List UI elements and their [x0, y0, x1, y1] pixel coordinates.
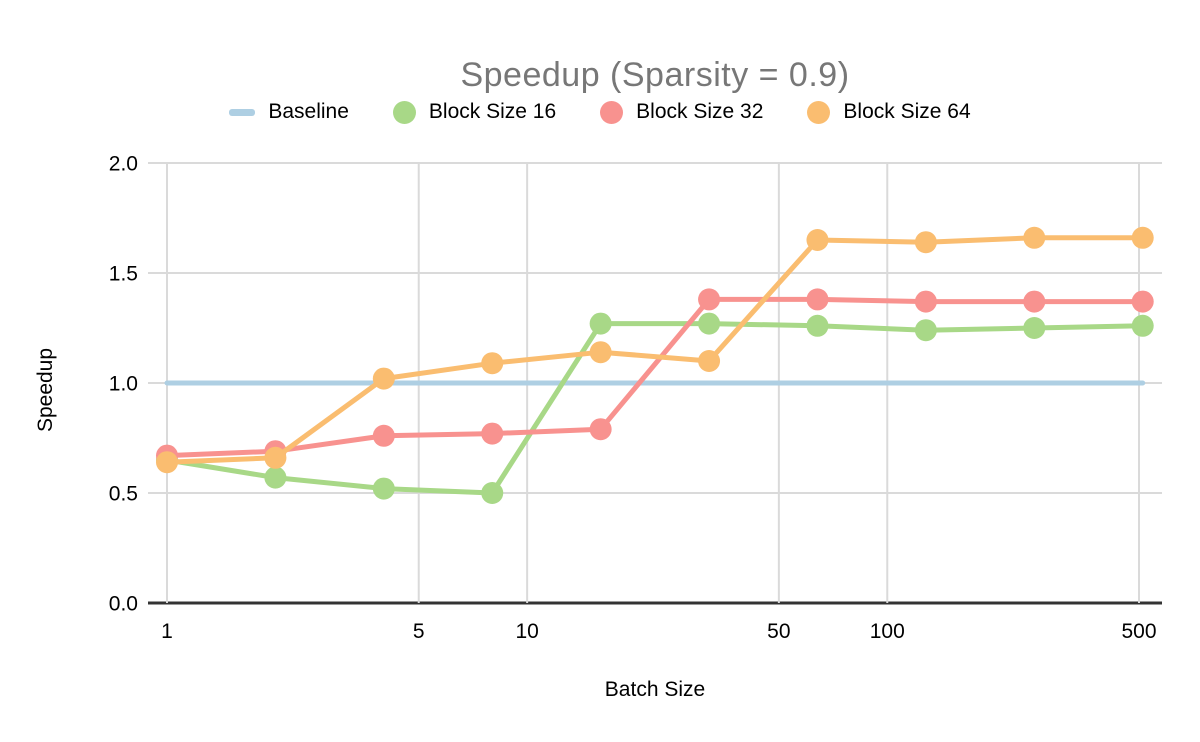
series-block-size-32	[156, 288, 1154, 467]
data-point-block-size-64	[806, 229, 829, 251]
data-point-block-size-16	[914, 319, 937, 342]
data-point-block-size-16	[264, 466, 287, 489]
series-block-size-16	[156, 312, 1154, 504]
block-size-16-dot-swatch	[392, 100, 416, 124]
x-tick-label: 100	[870, 620, 905, 643]
data-point-block-size-64	[914, 231, 937, 254]
legend-item-baseline: Baseline	[229, 100, 349, 124]
data-point-block-size-32	[698, 288, 721, 311]
legend-item-block-size-64: Block Size 64	[807, 100, 971, 124]
y-tick-label: 0.0	[109, 593, 138, 616]
x-tick-label: 5	[413, 620, 425, 643]
data-point-block-size-64	[481, 352, 504, 375]
block-size-32-dot-swatch	[600, 100, 624, 124]
block-size-64-dot-swatch	[807, 100, 831, 124]
x-gridlines-and-labels: 1 5 10 50 100 500	[161, 163, 1157, 643]
x-axis-title: Batch Size	[604, 678, 706, 701]
data-point-block-size-32	[481, 422, 504, 445]
data-point-block-size-16	[589, 312, 612, 335]
y-tick-label: 2.0	[109, 153, 138, 176]
data-point-block-size-64	[589, 341, 612, 364]
legend-label: Block Size 32	[636, 100, 764, 123]
data-point-block-size-16	[1131, 314, 1154, 337]
legend-label: Block Size 16	[428, 100, 557, 123]
legend-label: Baseline	[268, 100, 349, 123]
data-point-block-size-32	[589, 418, 612, 441]
data-point-block-size-16	[806, 314, 829, 337]
data-point-block-size-64	[698, 350, 721, 372]
legend: Baseline Block Size 16 Block Size 32 Blo…	[0, 96, 1200, 128]
x-tick-label: 10	[515, 620, 538, 643]
chart-title: Speedup (Sparsity = 0.9)	[460, 55, 850, 94]
data-point-block-size-16	[481, 482, 504, 504]
y-tick-label: 1.5	[109, 263, 138, 286]
y-tick-label: 0.5	[109, 483, 138, 506]
legend-item-block-size-16: Block Size 16	[392, 100, 557, 124]
series-block-size-64	[156, 226, 1154, 474]
data-point-block-size-32	[914, 290, 937, 313]
series-line-block-size-64	[164, 235, 1146, 465]
legend-item-block-size-32: Block Size 32	[600, 100, 763, 124]
baseline-line-swatch	[229, 108, 256, 116]
data-point-block-size-64	[1023, 226, 1046, 249]
data-point-block-size-16	[372, 477, 395, 500]
data-point-block-size-64	[264, 446, 287, 469]
legend-label: Block Size 64	[843, 100, 971, 123]
data-point-block-size-16	[1023, 317, 1046, 339]
x-tick-label: 1	[161, 620, 173, 643]
data-point-block-size-64	[1131, 226, 1154, 249]
data-point-block-size-64	[156, 451, 178, 474]
series-line-block-size-16	[164, 321, 1146, 496]
x-tick-label: 500	[1121, 620, 1156, 643]
series-line-block-size-32	[164, 296, 1146, 459]
data-point-block-size-64	[372, 367, 395, 390]
data-point-block-size-32	[806, 288, 829, 311]
y-tick-label: 1.0	[109, 373, 138, 396]
data-point-block-size-16	[698, 312, 721, 335]
data-point-block-size-32	[372, 424, 395, 447]
y-gridlines-and-labels: 0.0 0.5 1.0 1.5 2.0	[109, 153, 1162, 616]
data-point-block-size-32	[1023, 290, 1046, 313]
x-tick-label: 50	[767, 620, 790, 643]
data-point-block-size-32	[1131, 290, 1154, 313]
